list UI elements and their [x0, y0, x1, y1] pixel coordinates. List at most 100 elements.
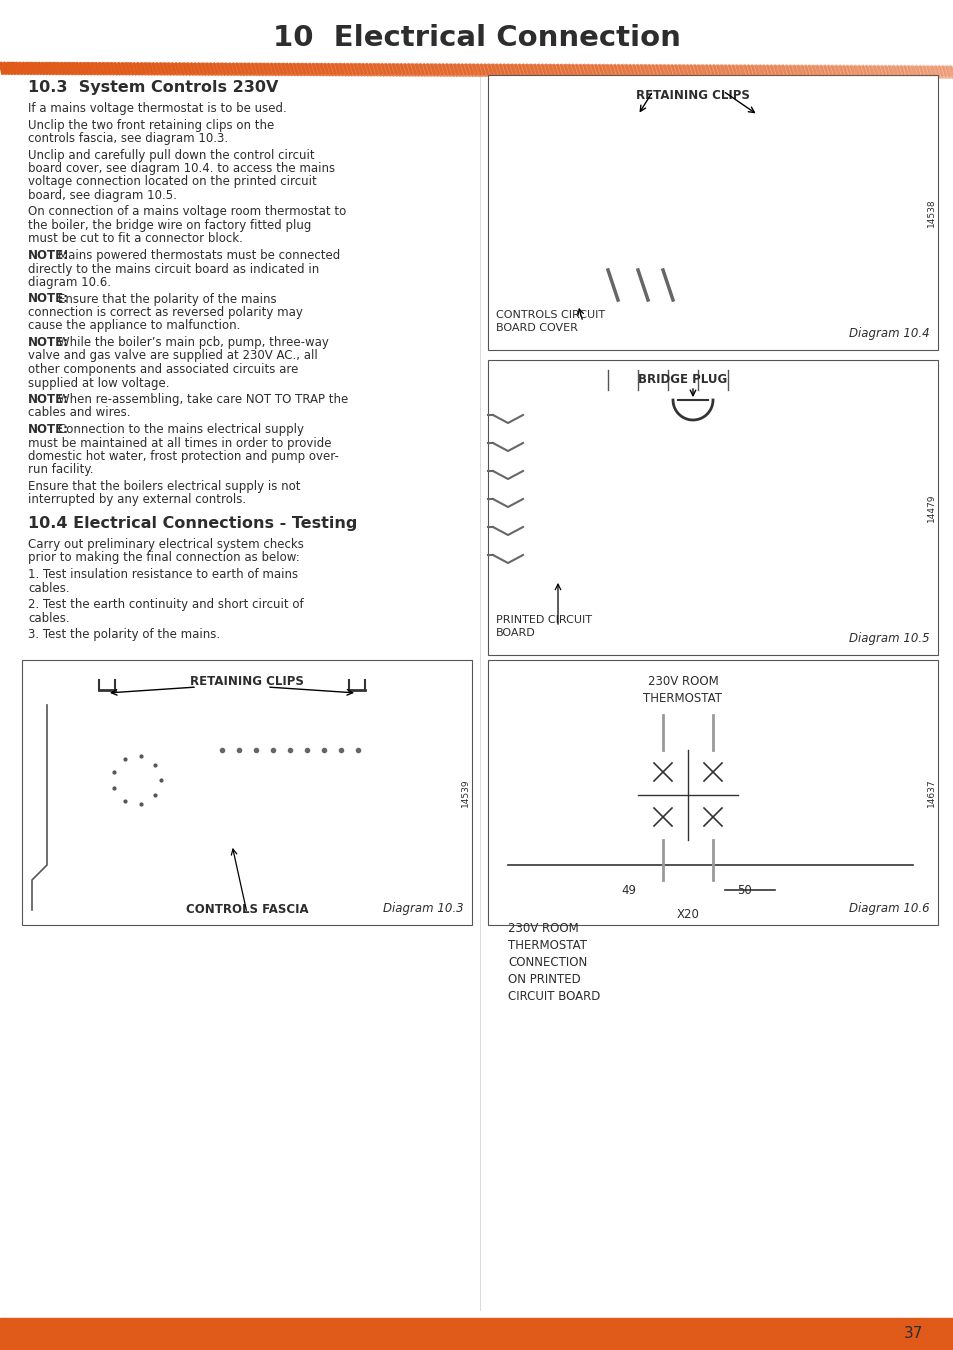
- Text: controls fascia, see diagram 10.3.: controls fascia, see diagram 10.3.: [28, 132, 228, 144]
- Bar: [587, 194, 613, 219]
- Bar: [598, 481, 625, 504]
- Bar: [782, 518, 810, 541]
- Bar: [638, 751, 738, 840]
- Bar: [745, 481, 773, 504]
- Circle shape: [264, 769, 274, 780]
- Bar: [0, 1318, 953, 1350]
- Bar: [783, 194, 808, 219]
- Bar: [671, 138, 697, 163]
- Text: CONTROLS FASCIA: CONTROLS FASCIA: [186, 903, 308, 917]
- Bar: [587, 221, 613, 247]
- Bar: [856, 405, 884, 427]
- Bar: [488, 360, 937, 655]
- Bar: [22, 660, 472, 925]
- Bar: [598, 558, 625, 579]
- Text: Ensure that the boilers electrical supply is not: Ensure that the boilers electrical suppl…: [28, 481, 300, 493]
- Bar: [671, 443, 700, 464]
- Text: 50: 50: [737, 883, 751, 896]
- Bar: [755, 109, 781, 135]
- Text: BRIDGE PLUG: BRIDGE PLUG: [638, 373, 727, 386]
- Circle shape: [648, 757, 677, 786]
- Text: cables.: cables.: [28, 612, 70, 625]
- Text: Unclip and carefully pull down the control circuit: Unclip and carefully pull down the contr…: [28, 148, 314, 162]
- Bar: [671, 518, 700, 541]
- Text: 37: 37: [903, 1327, 923, 1342]
- Bar: [598, 405, 625, 427]
- Bar: [783, 166, 808, 190]
- Text: 1. Test insulation resistance to earth of mains: 1. Test insulation resistance to earth o…: [28, 568, 297, 580]
- Text: directly to the mains circuit board as indicated in: directly to the mains circuit board as i…: [28, 262, 319, 275]
- Bar: [727, 138, 752, 163]
- Text: RETAINING CLIPS: RETAINING CLIPS: [636, 89, 749, 103]
- Text: supplied at low voltage.: supplied at low voltage.: [28, 377, 170, 390]
- Bar: [700, 880, 724, 900]
- Bar: [755, 194, 781, 219]
- Bar: [820, 481, 847, 504]
- Circle shape: [214, 763, 239, 787]
- Text: domestic hot water, frost protection and pump over-: domestic hot water, frost protection and…: [28, 450, 338, 463]
- Bar: [635, 443, 662, 464]
- Bar: [820, 443, 847, 464]
- Text: prior to making the final connection as below:: prior to making the final connection as …: [28, 552, 299, 564]
- Circle shape: [109, 752, 165, 809]
- Text: Unclip the two front retaining clips on the: Unclip the two front retaining clips on …: [28, 119, 274, 131]
- Bar: [727, 166, 752, 190]
- Text: 14539: 14539: [460, 778, 469, 807]
- Bar: [643, 166, 668, 190]
- Text: 10  Electrical Connection: 10 Electrical Connection: [273, 24, 680, 53]
- Circle shape: [306, 769, 315, 780]
- Text: 2. Test the earth continuity and short circuit of: 2. Test the earth continuity and short c…: [28, 598, 303, 612]
- Text: 10.4 Electrical Connections - Testing: 10.4 Electrical Connections - Testing: [28, 516, 357, 531]
- Polygon shape: [537, 270, 847, 320]
- Bar: [856, 481, 884, 504]
- Bar: [587, 166, 613, 190]
- Text: 230V ROOM
THERMOSTAT
CONNECTION
ON PRINTED
CIRCUIT BOARD: 230V ROOM THERMOSTAT CONNECTION ON PRINT…: [507, 922, 599, 1003]
- Text: the boiler, the bridge wire on factory fitted plug: the boiler, the bridge wire on factory f…: [28, 219, 311, 232]
- Text: 14637: 14637: [925, 778, 935, 807]
- Text: must be maintained at all times in order to provide: must be maintained at all times in order…: [28, 436, 331, 450]
- Text: 49: 49: [620, 883, 636, 896]
- Bar: [598, 518, 625, 541]
- Circle shape: [256, 763, 281, 787]
- Text: cables.: cables.: [28, 582, 70, 594]
- Text: Diagram 10.6: Diagram 10.6: [848, 902, 929, 915]
- Text: 14479: 14479: [925, 493, 935, 521]
- Text: board cover, see diagram 10.4. to access the mains: board cover, see diagram 10.4. to access…: [28, 162, 335, 176]
- Bar: [671, 166, 697, 190]
- Text: 230V ROOM
THERMOSTAT: 230V ROOM THERMOSTAT: [643, 675, 721, 705]
- Bar: [643, 109, 668, 135]
- Bar: [856, 443, 884, 464]
- Bar: [635, 405, 662, 427]
- Bar: [643, 194, 668, 219]
- Bar: [700, 166, 724, 190]
- Bar: [671, 221, 697, 247]
- Text: cause the appliance to malfunction.: cause the appliance to malfunction.: [28, 320, 240, 332]
- Bar: [782, 558, 810, 579]
- Bar: [727, 194, 752, 219]
- Text: other components and associated circuits are: other components and associated circuits…: [28, 363, 298, 377]
- Bar: [700, 194, 724, 219]
- Text: diagram 10.6.: diagram 10.6.: [28, 275, 111, 289]
- Circle shape: [699, 803, 726, 832]
- Text: CONTROLS CIRCUIT
BOARD COVER: CONTROLS CIRCUIT BOARD COVER: [496, 310, 604, 333]
- Bar: [783, 109, 808, 135]
- Bar: [755, 221, 781, 247]
- Bar: [616, 109, 640, 135]
- Text: NOTE:: NOTE:: [28, 393, 69, 406]
- Text: Connection to the mains electrical supply: Connection to the mains electrical suppl…: [58, 423, 304, 436]
- Text: Ensure that the polarity of the mains: Ensure that the polarity of the mains: [58, 293, 276, 305]
- Polygon shape: [47, 690, 77, 865]
- Bar: [635, 558, 662, 579]
- Circle shape: [648, 803, 677, 832]
- Text: valve and gas valve are supplied at 230V AC., all: valve and gas valve are supplied at 230V…: [28, 350, 317, 363]
- Bar: [782, 405, 810, 427]
- Text: PRINTED CIRCUIT
BOARD: PRINTED CIRCUIT BOARD: [496, 616, 592, 639]
- Text: While the boiler’s main pcb, pump, three-way: While the boiler’s main pcb, pump, three…: [58, 336, 329, 350]
- Bar: [77, 690, 387, 850]
- Bar: [671, 109, 697, 135]
- Bar: [820, 518, 847, 541]
- Text: interrupted by any external controls.: interrupted by any external controls.: [28, 494, 246, 506]
- Circle shape: [298, 763, 323, 787]
- Bar: [616, 166, 640, 190]
- Bar: [587, 109, 613, 135]
